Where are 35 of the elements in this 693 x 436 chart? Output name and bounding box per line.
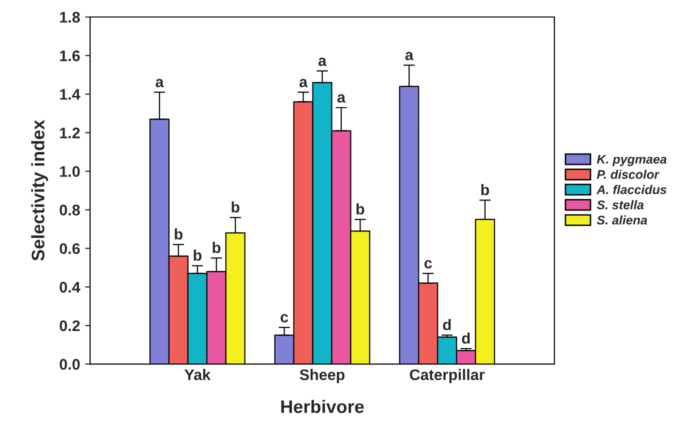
x-axis-title: Herbivore	[281, 400, 364, 414]
data-label: a	[405, 52, 414, 60]
y-tick-label: 1.6	[60, 50, 80, 62]
data-label: b	[356, 203, 364, 215]
x-tick-label: Yak	[184, 368, 211, 380]
y-tick-label: 1.4	[60, 89, 80, 100]
data-label: d	[462, 332, 470, 344]
legend-label: K. pygmaea	[596, 154, 667, 166]
legend-label: P. discolor	[596, 170, 660, 179]
y-tick-label: 0.0	[60, 358, 80, 370]
x-tick-label: Caterpillar	[410, 368, 485, 384]
y-tick-label: 0.6	[60, 243, 80, 254]
y-axis-title: Selectivity index	[31, 120, 48, 261]
data-label: b	[194, 250, 202, 261]
data-label: a	[318, 58, 327, 66]
data-label: b	[232, 201, 240, 213]
data-label: b	[481, 184, 490, 196]
y-tick-label: 1.8	[60, 12, 80, 23]
x-tick-label: Sheep	[300, 368, 345, 384]
data-label: c	[424, 260, 432, 268]
y-tick-label: 1.2	[60, 128, 80, 138]
y-tick-label: 0.4	[60, 282, 80, 293]
legend-label: S. aliena	[596, 215, 648, 225]
y-tick-label: 1.0	[60, 166, 80, 177]
data-label: b	[174, 228, 182, 240]
legend-label: S. stella	[596, 200, 644, 210]
y-tick-label: 0.2	[60, 320, 80, 332]
legend-label: A. flaccidus	[596, 184, 666, 194]
data-label: a	[156, 78, 164, 88]
data-label: a	[299, 78, 308, 88]
data-label: c	[280, 314, 288, 322]
data-label: a	[337, 94, 346, 103]
data-label: d	[443, 318, 451, 330]
data-label: b	[212, 242, 220, 254]
y-tick-label: 0.8	[60, 204, 80, 216]
